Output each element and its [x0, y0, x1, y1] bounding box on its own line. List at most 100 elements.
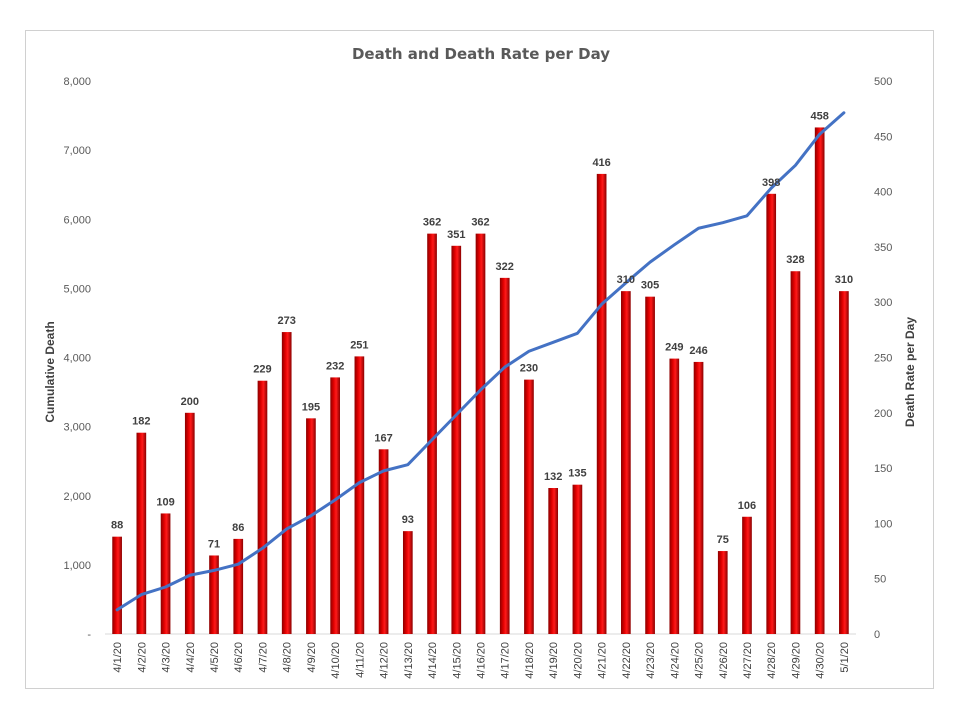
x-tick-label: 4/3/20: [161, 642, 173, 673]
cumulative-death-line: [115, 111, 846, 612]
bar-data-label: 273: [278, 315, 296, 327]
y-left-tick-label: 2,000: [63, 491, 91, 503]
bar-data-label: 200: [181, 396, 199, 408]
bar-data-label: 362: [471, 217, 489, 229]
bar-data-label: 251: [350, 339, 368, 351]
x-tick-label: 4/25/20: [694, 642, 706, 679]
x-tick-label: 4/12/20: [379, 642, 391, 679]
y-axis-left-title: Cumulative Death: [43, 321, 57, 422]
x-tick-label: 4/26/20: [718, 642, 730, 679]
y-right-tick-label: 200: [874, 408, 892, 420]
x-tick-label: 4/28/20: [766, 642, 778, 679]
bar: [572, 484, 583, 634]
x-tick-label: 4/21/20: [597, 642, 609, 679]
y-left-tick-label: 7,000: [63, 145, 91, 157]
x-tick-label: 4/24/20: [669, 642, 681, 679]
y-left-tick-label: 3,000: [63, 422, 91, 434]
bar-data-label: 322: [496, 261, 514, 273]
x-tick-label: 4/6/20: [233, 642, 245, 673]
y-right-tick-label: 300: [874, 297, 892, 309]
bar-data-label: 88: [111, 520, 123, 532]
bar-data-label: 109: [156, 496, 174, 508]
bar: [112, 536, 122, 634]
x-tick-label: 4/27/20: [742, 642, 754, 679]
chart-svg: Death and Death Rate per Day Cumulative …: [43, 45, 917, 679]
y-right-tick-label: 350: [874, 242, 892, 254]
x-tick-label: 4/1/20: [112, 642, 124, 673]
bar: [475, 233, 486, 635]
x-tick-label: 4/22/20: [621, 642, 633, 679]
y-axis-right-title: Death Rate per Day: [903, 317, 917, 427]
bar-data-label: 310: [617, 274, 635, 286]
bar-data-label: 135: [568, 468, 586, 480]
bar: [596, 173, 607, 635]
bar-data-label: 416: [592, 157, 610, 169]
x-tick-label: 4/9/20: [306, 642, 318, 673]
bar: [209, 555, 219, 634]
bar: [645, 296, 655, 634]
bar-data-label: 310: [835, 274, 853, 286]
bar: [839, 291, 849, 634]
bar: [184, 412, 195, 634]
line-series: [115, 111, 846, 612]
chart-area: Death and Death Rate per Day Cumulative …: [25, 30, 934, 689]
x-tick-label: 4/5/20: [209, 642, 221, 673]
bar: [281, 332, 292, 634]
bar-data-label: 362: [423, 217, 441, 229]
bar: [548, 488, 559, 634]
bar: [136, 432, 147, 634]
bar: [766, 193, 777, 634]
bar-data-label: 93: [402, 514, 414, 526]
bar: [742, 516, 752, 634]
x-tick-label: 4/4/20: [185, 642, 197, 673]
y-right-tick-label: 0: [874, 629, 880, 641]
x-tick-label: 4/23/20: [645, 642, 657, 679]
bar: [524, 379, 534, 634]
bar-data-label: 249: [665, 342, 683, 354]
bar: [621, 291, 631, 634]
bar-data-label: 246: [689, 345, 707, 357]
data-labels: 88 182 109 200 71 86 229 273 195 232 251 167 93 362 35…: [111, 110, 853, 550]
bar-data-label: 86: [232, 522, 244, 534]
y-right-tick-label: 450: [874, 131, 892, 143]
bar: [160, 513, 171, 634]
bar-series: [112, 127, 849, 635]
bar-data-label: 195: [302, 401, 320, 413]
bar: [378, 449, 389, 634]
bar: [693, 361, 704, 634]
x-tick-label: 4/18/20: [524, 642, 536, 679]
y-axis-right: 0 50 100 150 200 250 300 350 400 450 500: [874, 76, 892, 641]
x-tick-label: 4/10/20: [330, 642, 342, 679]
bar-data-label: 106: [738, 500, 756, 512]
bar-data-label: 71: [208, 538, 220, 550]
y-left-tick-label: -: [87, 629, 91, 641]
bar: [814, 127, 825, 635]
x-tick-label: 4/13/20: [403, 642, 415, 679]
bar: [451, 245, 462, 634]
x-tick-label: 5/1/20: [839, 642, 851, 673]
y-right-tick-label: 400: [874, 187, 892, 199]
bar: [790, 271, 801, 634]
bar: [499, 277, 510, 634]
x-tick-label: 4/16/20: [476, 642, 488, 679]
y-right-tick-label: 50: [874, 574, 886, 586]
y-left-tick-label: 8,000: [63, 76, 91, 88]
x-tick-label: 4/30/20: [815, 642, 827, 679]
bar: [427, 233, 437, 635]
x-tick-label: 4/29/20: [790, 642, 802, 679]
bar-data-label: 458: [810, 110, 828, 122]
y-left-tick-label: 6,000: [63, 214, 91, 226]
bar-data-label: 182: [132, 416, 150, 428]
bar-data-label: 398: [762, 177, 780, 189]
y-left-tick-label: 5,000: [63, 283, 91, 295]
x-tick-label: 4/17/20: [500, 642, 512, 679]
bar: [330, 377, 340, 634]
x-tick-label: 4/20/20: [572, 642, 584, 679]
bar-data-label: 328: [786, 254, 804, 266]
bar: [233, 538, 244, 634]
bar: [306, 418, 316, 634]
bar: [354, 356, 365, 634]
bar-data-label: 167: [374, 432, 392, 444]
y-left-tick-label: 1,000: [63, 560, 91, 572]
bar: [257, 380, 268, 634]
